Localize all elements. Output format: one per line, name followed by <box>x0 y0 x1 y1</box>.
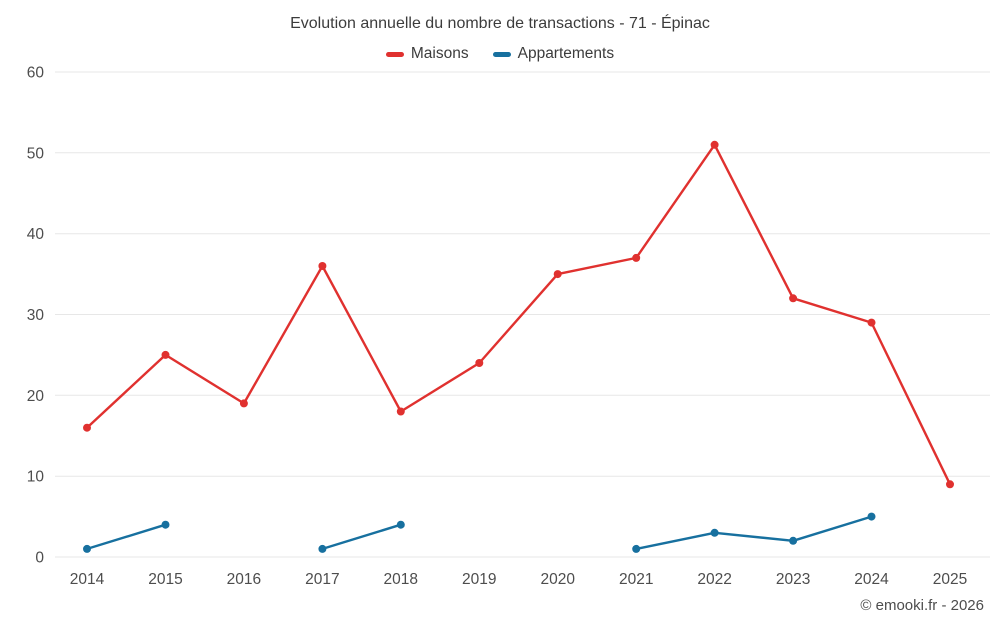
svg-text:2017: 2017 <box>305 571 339 588</box>
svg-text:60: 60 <box>27 65 45 82</box>
svg-text:20: 20 <box>27 388 45 405</box>
svg-text:2016: 2016 <box>227 571 261 588</box>
svg-text:2019: 2019 <box>462 571 496 588</box>
legend-label-maisons: Maisons <box>410 45 469 62</box>
legend-marker-appartements-icon <box>492 51 511 57</box>
legend-item-appartements[interactable]: Appartements <box>492 45 615 63</box>
legend-label-appartements: Appartements <box>517 45 615 62</box>
svg-text:0: 0 <box>35 550 44 567</box>
svg-text:40: 40 <box>27 226 45 243</box>
svg-text:30: 30 <box>27 307 45 324</box>
svg-text:2022: 2022 <box>697 571 731 588</box>
svg-text:2021: 2021 <box>619 571 653 588</box>
legend-item-maisons[interactable]: Maisons <box>385 45 469 63</box>
svg-text:2025: 2025 <box>933 571 967 588</box>
chart-legend: Maisons Appartements <box>0 45 1000 63</box>
svg-text:2023: 2023 <box>776 571 810 588</box>
svg-text:2014: 2014 <box>70 571 105 588</box>
legend-marker-maisons-icon <box>385 51 404 57</box>
svg-text:10: 10 <box>27 469 45 486</box>
svg-text:50: 50 <box>27 145 45 162</box>
svg-text:2015: 2015 <box>148 571 182 588</box>
svg-text:2020: 2020 <box>540 571 575 588</box>
svg-text:2018: 2018 <box>384 571 418 588</box>
svg-text:2024: 2024 <box>854 571 889 588</box>
chart-title: Evolution annuelle du nombre de transact… <box>290 15 710 32</box>
copyright: © emooki.fr - 2026 <box>860 597 984 614</box>
